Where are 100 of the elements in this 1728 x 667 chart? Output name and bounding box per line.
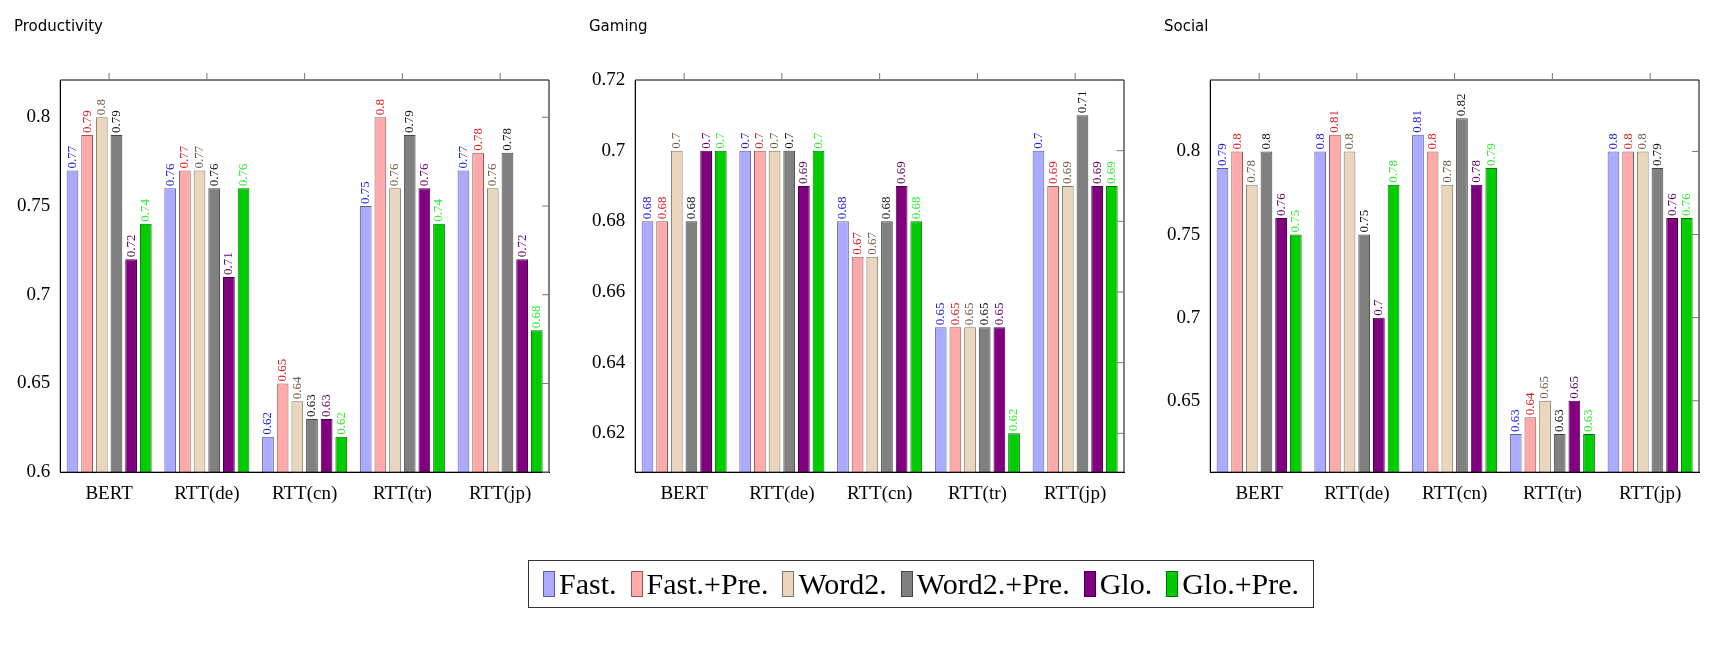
data-label: 0.78 <box>1468 159 1484 183</box>
chart-title: Gaming <box>589 16 648 35</box>
legend-label: Glo.+Pre. <box>1182 567 1300 601</box>
data-label: 0.78 <box>498 128 514 151</box>
data-label: 0.81 <box>1409 110 1425 133</box>
data-label: 0.76 <box>1678 192 1694 216</box>
y-tick-label: 0.6 <box>26 460 51 482</box>
data-label: 0.72 <box>513 234 529 258</box>
data-label: 0.63 <box>1551 409 1567 432</box>
data-label: 0.67 <box>863 231 879 255</box>
data-label: 0.7 <box>751 131 767 149</box>
data-label: 0.8 <box>1340 133 1356 150</box>
data-label: 0.62 <box>1005 408 1021 432</box>
data-label: 0.69 <box>795 161 811 184</box>
x-tick-label: RTT(tr) <box>1522 481 1582 504</box>
data-label: 0.7 <box>765 131 781 149</box>
data-label: 0.68 <box>653 196 669 220</box>
data-label: 0.78 <box>1243 159 1259 183</box>
data-label: 0.7 <box>809 131 825 149</box>
data-label: 0.65 <box>990 302 1006 326</box>
data-label: 0.63 <box>303 394 319 417</box>
x-tick-label: RTT(cn) <box>271 481 338 504</box>
data-label: 0.76 <box>161 163 177 187</box>
x-tick-label: RTT(jp) <box>1044 481 1107 504</box>
y-tick-label: 0.7 <box>26 282 51 304</box>
data-label: 0.74 <box>430 198 446 222</box>
y-tick-label: 0.7 <box>1176 305 1201 327</box>
data-label: 0.74 <box>137 198 153 222</box>
data-label: 0.77 <box>176 145 192 169</box>
data-label: 0.79 <box>107 110 123 134</box>
y-tick-label: 0.68 <box>592 209 626 231</box>
data-label: 0.77 <box>190 145 206 169</box>
data-label: 0.8 <box>1311 133 1327 150</box>
data-label: 0.76 <box>1272 192 1288 216</box>
data-label: 0.7 <box>697 131 713 149</box>
y-tick-label: 0.72 <box>592 67 626 89</box>
data-label: 0.8 <box>1619 133 1635 150</box>
y-tick-label: 0.7 <box>601 138 626 160</box>
data-label: 0.76 <box>415 163 431 187</box>
data-label: 0.7 <box>712 131 728 149</box>
data-label: 0.81 <box>1326 110 1342 133</box>
data-label: 0.67 <box>849 231 865 255</box>
y-tick-label: 0.75 <box>1167 222 1201 244</box>
data-label: 0.65 <box>976 302 992 326</box>
data-label: 0.75 <box>1287 209 1303 233</box>
x-tick-label: RTT(cn) <box>846 481 913 504</box>
x-tick-label: RTT(tr) <box>372 481 432 504</box>
data-label: 0.77 <box>454 145 470 169</box>
data-label: 0.8 <box>371 99 387 116</box>
data-label: 0.65 <box>946 302 962 326</box>
y-tick-label: 0.65 <box>17 371 51 393</box>
data-label: 0.78 <box>1438 159 1454 183</box>
data-label: 0.8 <box>1634 133 1650 150</box>
data-label: 0.69 <box>1059 161 1075 184</box>
data-label: 0.62 <box>332 411 348 435</box>
x-tick-label: RTT(cn) <box>1421 481 1488 504</box>
data-label: 0.69 <box>1088 161 1104 184</box>
chart-title: Productivity <box>14 16 104 35</box>
data-label: 0.8 <box>1604 133 1620 150</box>
x-tick-label: RTT(jp) <box>469 481 532 504</box>
y-tick-label: 0.75 <box>17 193 51 215</box>
data-label: 0.68 <box>638 196 654 220</box>
y-tick-label: 0.66 <box>592 279 626 301</box>
data-label: 0.68 <box>834 196 850 220</box>
data-label: 0.7 <box>1029 131 1045 149</box>
data-label: 0.63 <box>1507 409 1523 432</box>
data-label: 0.8 <box>1257 133 1273 150</box>
y-tick-label: 0.8 <box>1176 139 1201 161</box>
x-tick-label: BERT <box>85 481 134 503</box>
legend-label: Word2. <box>798 567 887 601</box>
data-label: 0.75 <box>1355 209 1371 233</box>
data-label: 0.77 <box>63 145 79 169</box>
data-label: 0.65 <box>1565 375 1581 399</box>
data-label: 0.69 <box>893 161 909 184</box>
data-label: 0.65 <box>961 302 977 326</box>
data-label: 0.8 <box>1228 133 1244 150</box>
data-label: 0.65 <box>274 358 290 382</box>
y-tick-label: 0.64 <box>592 350 626 372</box>
data-label: 0.71 <box>220 252 236 275</box>
data-label: 0.69 <box>1044 161 1060 184</box>
data-label: 0.76 <box>484 163 500 187</box>
data-label: 0.63 <box>318 394 334 417</box>
legend-label: Fast.+Pre. <box>646 567 769 601</box>
data-label: 0.72 <box>122 234 138 258</box>
x-tick-label: BERT <box>660 481 709 503</box>
data-label: 0.7 <box>1370 298 1386 316</box>
data-label: 0.64 <box>1521 392 1537 416</box>
data-label: 0.76 <box>205 163 221 187</box>
y-tick-label: 0.8 <box>26 105 51 127</box>
x-tick-label: RTT(de) <box>174 481 240 504</box>
legend-label: Fast. <box>559 567 617 601</box>
data-label: 0.68 <box>878 196 894 220</box>
legend-label: Word2.+Pre. <box>916 567 1070 601</box>
data-label: 0.78 <box>1384 159 1400 183</box>
data-label: 0.79 <box>401 110 417 134</box>
y-tick-label: 0.62 <box>592 421 626 443</box>
data-label: 0.78 <box>469 128 485 151</box>
legend-label: Glo. <box>1099 567 1153 601</box>
data-label: 0.82 <box>1453 93 1469 117</box>
data-label: 0.79 <box>1482 143 1498 167</box>
